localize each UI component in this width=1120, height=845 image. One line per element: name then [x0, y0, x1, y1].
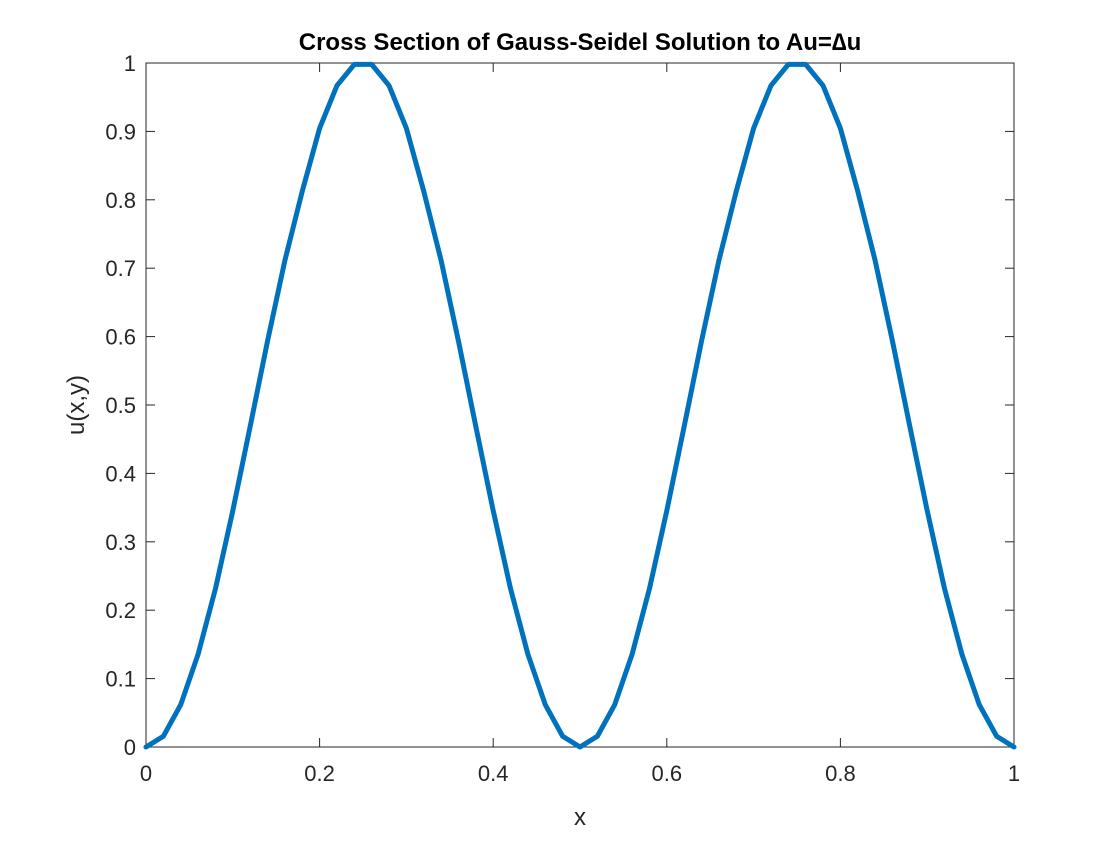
x-tick-labels: 0 0.2 0.4 0.6 0.8 1	[140, 761, 1020, 786]
x-tick-label: 0.2	[304, 761, 335, 786]
y-tick-label: 0.2	[105, 598, 136, 623]
x-axis-label: x	[574, 804, 586, 831]
x-tick-label: 0.4	[478, 761, 509, 786]
y-tick-label: 0.1	[105, 667, 136, 692]
y-tick-label: 0.8	[105, 188, 136, 213]
y-tick-label: 0	[124, 735, 136, 760]
y-tick-label: 1	[124, 51, 136, 76]
y-tick-label: 0.3	[105, 530, 136, 555]
x-tick-label: 0	[140, 761, 152, 786]
y-tick-label: 0.7	[105, 256, 136, 281]
x-tick-label: 0.6	[652, 761, 683, 786]
y-tick-label: 0.6	[105, 325, 136, 350]
x-tick-label: 0.8	[825, 761, 856, 786]
y-tick-label: 0.4	[105, 461, 136, 486]
y-tick-label: 0.9	[105, 119, 136, 144]
y-tick-labels: 0 0.1 0.2 0.3 0.4 0.5 0.6 0.7 0.8 0.9 1	[105, 51, 136, 760]
x-tick-label: 1	[1008, 761, 1020, 786]
series-line	[143, 61, 1017, 750]
plot-area	[145, 62, 1015, 748]
y-tick-label: 0.5	[105, 393, 136, 418]
chart-title: Cross Section of Gauss-Seidel Solution t…	[299, 29, 862, 56]
y-axis-label: u(x,y)	[63, 375, 90, 435]
